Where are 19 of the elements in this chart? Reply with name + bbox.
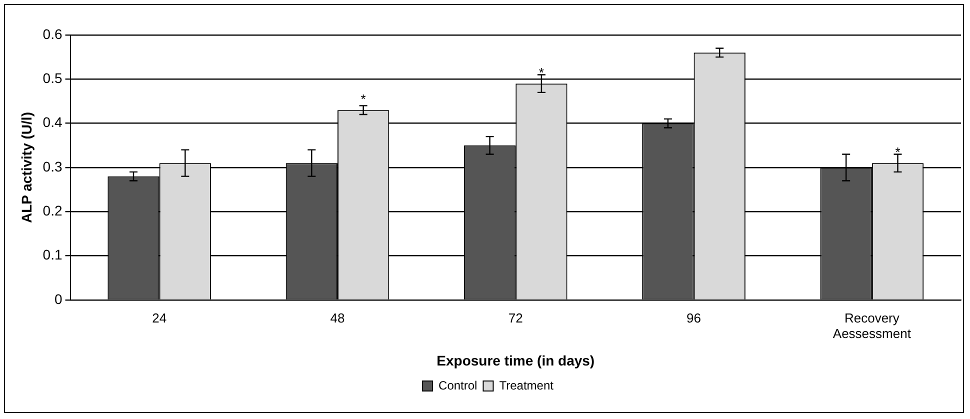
annotation: * — [538, 65, 544, 80]
x-tick-label: 96 — [686, 310, 702, 326]
x-tick-label: 72 — [508, 310, 523, 326]
y-tick-label: 0.6 — [42, 26, 62, 42]
legend-label: Control — [438, 378, 478, 392]
legend-label: Treatment — [499, 378, 554, 392]
y-tick-label: 0 — [54, 290, 62, 307]
y-tick-label: 0.4 — [42, 114, 62, 130]
y-tick-label: 0.3 — [42, 158, 62, 174]
x-tick-label: 24 — [152, 310, 167, 326]
y-axis-title: ALP activity (U/l) — [18, 112, 34, 223]
annotation: * — [360, 92, 366, 107]
x-tick-label: 48 — [330, 310, 345, 326]
x-tick-label: Recovery Aessessment — [832, 310, 912, 341]
y-tick-label: 0.1 — [42, 246, 62, 263]
annotation: * — [895, 144, 900, 160]
x-axis-title: Exposure time (in days) — [436, 352, 595, 368]
y-tick-label: 0.5 — [42, 70, 62, 86]
y-tick-label: 0.2 — [42, 202, 62, 219]
